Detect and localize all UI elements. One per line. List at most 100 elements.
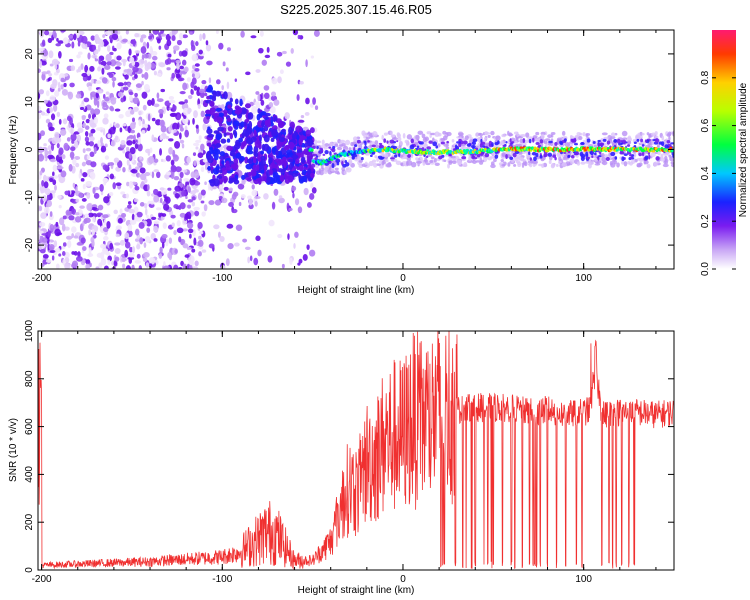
noise-blob bbox=[79, 205, 85, 209]
carrier-speck bbox=[324, 150, 329, 155]
noise-blob bbox=[99, 183, 104, 192]
noise-blob bbox=[55, 247, 61, 253]
noise-blob bbox=[190, 44, 196, 52]
noise-blob bbox=[151, 55, 158, 61]
carrier-speck bbox=[573, 142, 578, 146]
carrier-halo bbox=[601, 160, 608, 166]
noise-blob bbox=[128, 208, 135, 214]
noise-blob bbox=[162, 222, 167, 229]
noise-blob bbox=[198, 88, 206, 94]
noise-blob bbox=[231, 208, 238, 214]
noise-blob bbox=[174, 248, 178, 254]
noise-blob bbox=[114, 66, 121, 70]
noise-blob bbox=[50, 113, 56, 121]
carrier-halo bbox=[521, 162, 525, 168]
noise-blob bbox=[313, 30, 320, 37]
carrier-halo bbox=[550, 138, 554, 142]
noise-blob bbox=[158, 253, 163, 259]
cluster-blob bbox=[209, 162, 214, 167]
carrier-halo bbox=[383, 132, 388, 136]
carrier-halo bbox=[416, 160, 422, 164]
noise-blob bbox=[122, 149, 126, 154]
carrier-speck bbox=[367, 140, 370, 143]
noise-blob bbox=[40, 130, 45, 137]
noise-blob bbox=[125, 265, 132, 269]
cluster-blob bbox=[296, 165, 300, 171]
noise-blob bbox=[202, 123, 207, 131]
noise-blob bbox=[131, 117, 135, 123]
noise-blob bbox=[181, 143, 185, 149]
cluster-blob bbox=[245, 137, 253, 145]
carrier-halo bbox=[490, 130, 495, 136]
carrier-speck bbox=[319, 147, 323, 151]
noise-blob bbox=[292, 192, 295, 199]
cluster-blob bbox=[213, 178, 220, 187]
noise-blob bbox=[187, 186, 191, 193]
noise-blob bbox=[293, 243, 296, 249]
noise-blob bbox=[176, 220, 181, 227]
noise-blob bbox=[141, 80, 144, 86]
noise-blob bbox=[54, 90, 60, 97]
carrier-halo bbox=[392, 137, 398, 141]
noise-blob bbox=[221, 85, 224, 91]
carrier-speck bbox=[641, 144, 645, 147]
noise-blob bbox=[192, 189, 199, 193]
carrier-halo bbox=[558, 156, 562, 162]
noise-blob bbox=[86, 192, 91, 199]
cluster-blob bbox=[220, 138, 227, 144]
noise-blob bbox=[83, 218, 88, 224]
carrier-halo bbox=[447, 163, 450, 169]
carrier-speck bbox=[494, 154, 499, 159]
noise-blob bbox=[114, 242, 121, 246]
noise-blob bbox=[88, 247, 92, 255]
noise-blob bbox=[143, 242, 147, 248]
noise-blob bbox=[100, 243, 106, 249]
noise-blob bbox=[80, 177, 85, 182]
noise-blob bbox=[146, 190, 151, 197]
noise-blob bbox=[130, 40, 137, 45]
carrier-speck bbox=[316, 145, 319, 150]
noise-blob bbox=[237, 183, 245, 190]
noise-blob bbox=[66, 210, 73, 216]
carrier-halo bbox=[422, 137, 428, 143]
carrier-speck bbox=[621, 156, 625, 162]
cluster-blob bbox=[238, 137, 243, 143]
cluster-blob bbox=[226, 145, 233, 152]
cluster-blob bbox=[206, 95, 211, 100]
noise-blob bbox=[134, 214, 138, 222]
noise-blob bbox=[153, 158, 159, 163]
carrier-halo bbox=[422, 143, 428, 149]
noise-blob bbox=[183, 114, 187, 120]
noise-blob bbox=[48, 149, 52, 155]
noise-blob bbox=[115, 62, 122, 67]
noise-blob bbox=[193, 206, 201, 211]
cluster-blob bbox=[278, 150, 283, 159]
noise-blob bbox=[300, 115, 305, 119]
carrier-halo bbox=[343, 170, 347, 175]
carrier-halo bbox=[578, 136, 583, 141]
cluster-blob bbox=[261, 122, 265, 127]
noise-blob bbox=[215, 30, 219, 35]
noise-blob bbox=[165, 155, 171, 162]
carrier-speck bbox=[629, 156, 633, 160]
noise-blob bbox=[309, 127, 315, 134]
noise-blob bbox=[78, 172, 82, 179]
carrier-halo bbox=[486, 156, 493, 161]
noise-blob bbox=[171, 30, 175, 37]
noise-blob bbox=[249, 255, 253, 262]
noise-blob bbox=[102, 164, 109, 171]
carrier-halo bbox=[399, 140, 403, 146]
noise-blob bbox=[149, 45, 153, 54]
carrier-speck bbox=[586, 156, 591, 160]
noise-blob bbox=[185, 211, 192, 219]
noise-blob bbox=[89, 262, 92, 268]
noise-blob bbox=[251, 189, 258, 197]
carrier-halo bbox=[345, 168, 349, 171]
noise-blob bbox=[133, 206, 139, 214]
carrier-halo bbox=[501, 164, 506, 167]
noise-blob bbox=[200, 189, 206, 196]
noise-blob bbox=[271, 201, 276, 210]
carrier-halo bbox=[434, 131, 440, 137]
noise-blob bbox=[110, 97, 117, 101]
cluster-blob bbox=[204, 113, 211, 118]
